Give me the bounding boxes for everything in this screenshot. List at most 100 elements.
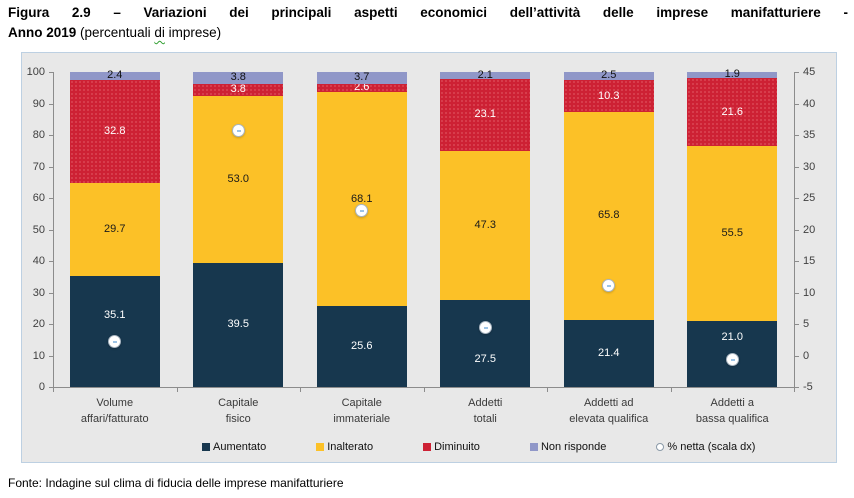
legend-item-diminuito: Diminuito [423, 441, 480, 453]
bar-value-label: 2.4 [107, 69, 123, 82]
y-axis-right-tick-label: 25 [803, 192, 816, 204]
bar-value-label: 55.5 [721, 226, 743, 239]
category-label: Addetti ad elevata qualifica [547, 396, 671, 427]
legend-item-non-risponde: Non risponde [529, 441, 606, 453]
y-axis-right-tick-label: 40 [803, 97, 816, 110]
y-axis-left-tick-label: 10 [32, 349, 45, 362]
bar-segment-non-risponde [687, 72, 778, 78]
bar-segment-diminuito [316, 83, 407, 92]
y-axis-left-tick-label: 60 [32, 192, 45, 204]
y-axis-left-tick [49, 72, 53, 73]
bar-segment-inalterato [316, 91, 407, 307]
bar-segment-aumentato [316, 306, 407, 387]
y-axis-left-tick [49, 198, 53, 199]
bar-segment-inalterato [193, 95, 284, 263]
category-label-line2: affari/fatturato [80, 412, 149, 425]
category-label: Addetti totali [424, 396, 548, 427]
title-line2: Anno 2019 (percentuali di imprese) [8, 23, 848, 43]
title-spellcheck-word: di [154, 25, 165, 40]
y-axis-right-tick [795, 103, 799, 105]
bar-value-label: 2.6 [354, 81, 370, 94]
y-axis-left-tick-label: 0 [38, 381, 45, 393]
y-axis-right-tick [795, 72, 799, 73]
category-label: Addetti a bassa qualifica [671, 396, 795, 427]
y-axis-left-tick [49, 292, 53, 294]
bar-segment-diminuito [563, 79, 654, 113]
category-label-line1: Capitale [341, 397, 382, 409]
net-marker-dot [355, 204, 369, 218]
legend-circle-marker-icon [656, 443, 665, 451]
y-axis-left-tick-label: 30 [32, 286, 45, 299]
y-axis-right-tick-label: 35 [803, 129, 816, 141]
net-marker-dot [602, 279, 616, 293]
x-axis-tick [300, 388, 301, 392]
x-axis-tick [670, 388, 672, 392]
category-label-line1: Volume [96, 397, 134, 409]
legend-swatch-icon [529, 443, 538, 451]
y-axis-left-tick-label: 90 [32, 97, 45, 110]
bar-value-label: 27.5 [474, 353, 496, 366]
bar-segment-non-risponde [316, 72, 407, 84]
plot-area: 0 10 20 30 40 50 60 70 80 90 100 -5 0 5 10 15 20 25 30 35 40… [22, 53, 836, 462]
y-axis-left-tick-label: 80 [32, 129, 45, 141]
category-label-line1: Addetti ad [583, 397, 634, 409]
bar-value-label: 32.8 [104, 124, 126, 137]
category-label-line2: bassa qualifica [695, 412, 769, 425]
y-axis-right-tick-label: 30 [803, 160, 816, 173]
title-subtitle-post: imprese) [164, 25, 222, 40]
legend-item-aumentato: Aumentato [202, 441, 266, 453]
x-axis-tick [423, 388, 425, 392]
bar-value-label: 2.1 [477, 68, 493, 81]
y-axis-left-tick [49, 387, 53, 388]
category-label: Volume affari/fatturato [53, 396, 177, 427]
bar-value-label: 21.6 [721, 105, 743, 118]
y-axis-right-tick-label: 45 [803, 66, 816, 78]
y-axis-left-tick [49, 135, 53, 136]
category-label-line2: elevata qualifica [569, 412, 649, 425]
net-marker-dot [108, 334, 122, 348]
y-axis-left-tick-label: 100 [26, 66, 45, 78]
title-line1: Figura 2.9 – Variazioni dei principali a… [8, 5, 848, 20]
legend-label: Aumentato [213, 441, 267, 453]
bar-segment-non-risponde [193, 71, 284, 84]
y-axis-left-tick-label: 50 [32, 223, 45, 236]
x-axis-line [53, 387, 795, 388]
bar-value-label: 10.3 [598, 89, 620, 102]
bar-value-label: 21.4 [598, 346, 620, 359]
x-axis-tick [794, 388, 795, 392]
legend-swatch-icon [202, 443, 210, 451]
bar-value-label: 2.5 [601, 69, 617, 82]
title-anno: Anno 2019 [8, 25, 77, 40]
y-axis-left-tick [49, 103, 53, 105]
category-label-line1: Capitale [218, 397, 259, 409]
legend-label: Inalterato [327, 441, 374, 453]
bar-value-label: 47.3 [474, 219, 496, 232]
y-axis-left-tick-label: 20 [32, 318, 45, 330]
category-label: Capitale immateriale [300, 396, 424, 427]
bar-segment-aumentato [193, 262, 284, 387]
chart-area: 0 10 20 30 40 50 60 70 80 90 100 -5 0 5 10 15 20 25 30 35 40… [21, 52, 837, 463]
bar-segment-non-risponde [69, 72, 160, 80]
y-axis-right-tick [795, 261, 799, 262]
bar-segment-aumentato [440, 300, 531, 387]
bar-segment-inalterato [440, 151, 531, 301]
y-axis-right-tick [795, 292, 799, 294]
bar-segment-diminuito [193, 83, 284, 96]
y-axis-right-tick-label: 0 [803, 349, 810, 362]
y-axis-right-tick [795, 355, 799, 357]
y-axis-right-tick [795, 229, 799, 231]
y-axis-right-tick-label: 5 [803, 318, 810, 330]
y-axis-right-tick-label: 10 [803, 286, 816, 299]
category-label-line1: Addetti [468, 397, 503, 409]
y-axis-right-tick-label: 20 [803, 223, 816, 236]
bar-value-label: 21.0 [721, 331, 743, 344]
bar-segment-diminuito [687, 77, 778, 147]
net-marker-dot [231, 124, 245, 138]
category-label-line1: Addetti a [710, 397, 754, 409]
bar-value-label: 1.9 [724, 68, 740, 81]
bar-segment-non-risponde [440, 72, 531, 79]
figure-title: Figura 2.9 – Variazioni dei principali a… [8, 3, 848, 43]
bar-value-label: 3.7 [354, 71, 370, 84]
y-axis-right-tick [795, 135, 799, 136]
